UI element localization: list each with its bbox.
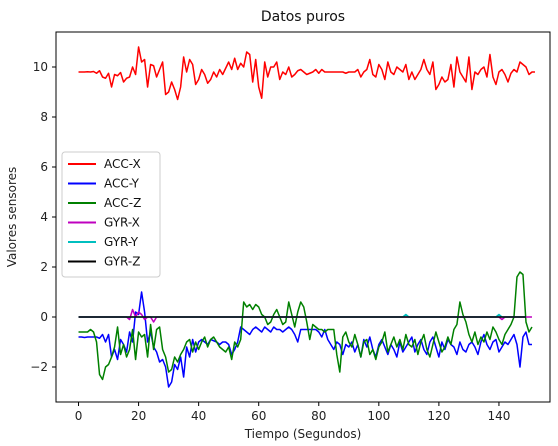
y-tick-label: 6: [40, 160, 48, 174]
legend-label: GYR-Z: [104, 255, 140, 269]
y-tick-label: 0: [40, 310, 48, 324]
legend-label: ACC-X: [104, 157, 141, 171]
y-axis-label: Valores sensores: [5, 167, 19, 268]
legend-label: ACC-Y: [104, 177, 140, 191]
legend: ACC-X ACC-Y ACC-Z GYR-X GYR-Y GYR-Z: [61, 151, 161, 278]
x-tick-label: 40: [191, 409, 206, 423]
legend-label: GYR-X: [104, 216, 140, 230]
x-tick-label: 20: [131, 409, 146, 423]
series-line-acc-z: [78, 271, 533, 381]
x-tick-label: 120: [427, 409, 450, 423]
x-axis-label: Tiempo (Segundos): [244, 427, 362, 441]
y-tick-label: 8: [40, 110, 48, 124]
x-tick-label: 100: [367, 409, 390, 423]
y-tick-label: −2: [30, 360, 48, 374]
series-line-acc-y: [78, 291, 532, 388]
x-tick-label: 0: [75, 409, 83, 423]
x-axis: 0 20 40 60 80 100 120 140: [75, 402, 510, 423]
series-layer: [78, 46, 535, 388]
y-tick-label: 4: [40, 210, 48, 224]
legend-label: GYR-Y: [104, 235, 139, 249]
y-tick-label: 2: [40, 260, 48, 274]
chart-title: Datos puros: [261, 9, 345, 25]
y-axis: −2 0 2 4 6 8 10: [30, 60, 56, 374]
x-tick-label: 60: [251, 409, 266, 423]
x-tick-label: 80: [311, 409, 326, 423]
legend-label: ACC-Z: [104, 196, 141, 210]
series-line-acc-x: [78, 46, 535, 101]
y-tick-label: 10: [33, 60, 48, 74]
x-tick-label: 140: [487, 409, 510, 423]
